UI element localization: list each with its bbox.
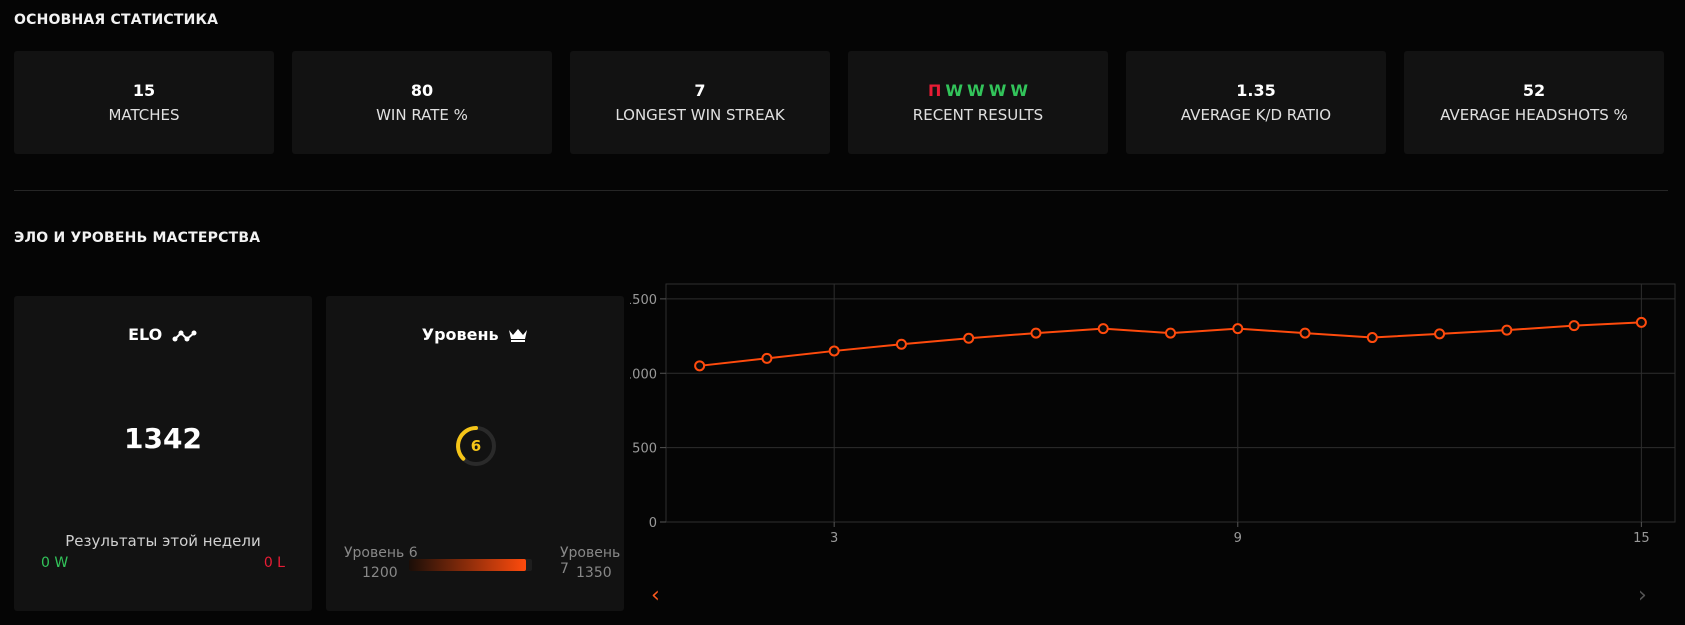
stat-value: 15 [132,81,156,100]
stat-label: MATCHES [108,106,180,124]
stat-value: 80 [410,81,434,100]
level-panel: Уровень 6 Уровень 6 1200 Уровень 7 1350 [326,296,624,611]
stat-card-headshots: 52 AVERAGE HEADSHOTS % [1404,51,1664,154]
x-tick-label: 3 [830,531,838,542]
elo-panel-title: ELO [14,325,312,344]
current-level-elo: 1200 [362,565,398,581]
main-stats-title: ОСНОВНАЯ СТАТИСТИКА [14,12,219,28]
crown-icon [509,329,528,342]
elo-data-point [694,360,706,372]
recent-result: П [927,81,942,100]
elo-title-text: ELO [128,325,163,344]
elo-data-point [1165,327,1176,339]
recent-result: W [945,81,964,100]
chart-frame [665,283,1676,523]
y-tick-label: 1500 [630,293,657,308]
elo-trend-icon [172,330,197,342]
stat-label: RECENT RESULTS [912,106,1044,124]
elo-section-title: ЭЛО И УРОВЕНЬ МАСТЕРСТВА [14,230,261,246]
stat-card-matches: 15 MATCHES [14,51,274,154]
stat-card-win-rate: 80 WIN RATE % [292,51,552,154]
elo-data-point [1501,324,1513,336]
elo-chart-svg: 0 500 1000 1500 3 9 15 [624,283,1676,546]
y-tick-label: 0 [649,516,657,531]
elo-value: 1342 [124,422,202,455]
level-progress-fill [409,559,526,571]
stat-label: WIN RATE % [376,106,468,124]
elo-data-point [1635,316,1647,328]
recent-result: W [988,81,1007,100]
next-level-elo: 1350 [576,565,612,581]
week-wins: 0 W [41,555,69,571]
elo-data-point [828,345,840,357]
stats-row: 15 MATCHES 80 WIN RATE % 7 LONGEST WIN S… [14,51,1664,154]
elo-data-point [1097,323,1109,335]
elo-data-point [1366,332,1378,344]
current-level-name: Уровень 6 [344,545,418,561]
chart-next-button[interactable]: › [1638,583,1647,608]
elo-history-chart: 0 500 1000 1500 3 9 15 [624,282,1680,546]
stat-label: LONGEST WIN STREAK [615,106,785,124]
section-divider [14,190,1668,191]
level-title-text: Уровень [421,325,499,344]
x-tick-label: 9 [1234,531,1242,542]
chart-prev-button[interactable]: ‹ [651,583,660,608]
elo-data-point [1568,320,1580,332]
recent-result: W [1010,81,1028,100]
level-number: 6 [470,437,482,455]
stat-card-kd-ratio: 1.35 AVERAGE K/D RATIO [1126,51,1386,154]
stat-label: AVERAGE HEADSHOTS % [1440,106,1628,124]
elo-data-point [1299,327,1311,339]
elo-data-point [1232,323,1244,335]
x-tick-label: 15 [1633,531,1650,542]
stat-value: 52 [1522,81,1546,100]
y-tick-label: 500 [632,442,657,457]
elo-panel: ELO 1342 Результаты этой недели 0 W 0 L [14,296,312,611]
y-tick-label: 1000 [630,367,657,382]
stat-value: 1.35 [1236,81,1276,100]
level-progress-bar [409,559,532,571]
elo-data-point [895,338,907,350]
stat-card-longest-streak: 7 LONGEST WIN STREAK [570,51,830,154]
elo-data-point [761,352,773,364]
stat-label: AVERAGE K/D RATIO [1180,106,1332,124]
level-panel-title: Уровень [326,325,624,344]
week-results-label: Результаты этой недели [65,532,261,550]
week-losses: 0 L [263,555,285,571]
elo-data-point [1030,327,1042,339]
level-gauge-icon [456,426,496,466]
elo-data-point [963,332,975,344]
next-level-name: Уровень 7 [560,545,621,577]
elo-data-point [1434,328,1446,340]
recent-result: W [967,81,985,100]
stat-value: 7 [694,81,706,100]
